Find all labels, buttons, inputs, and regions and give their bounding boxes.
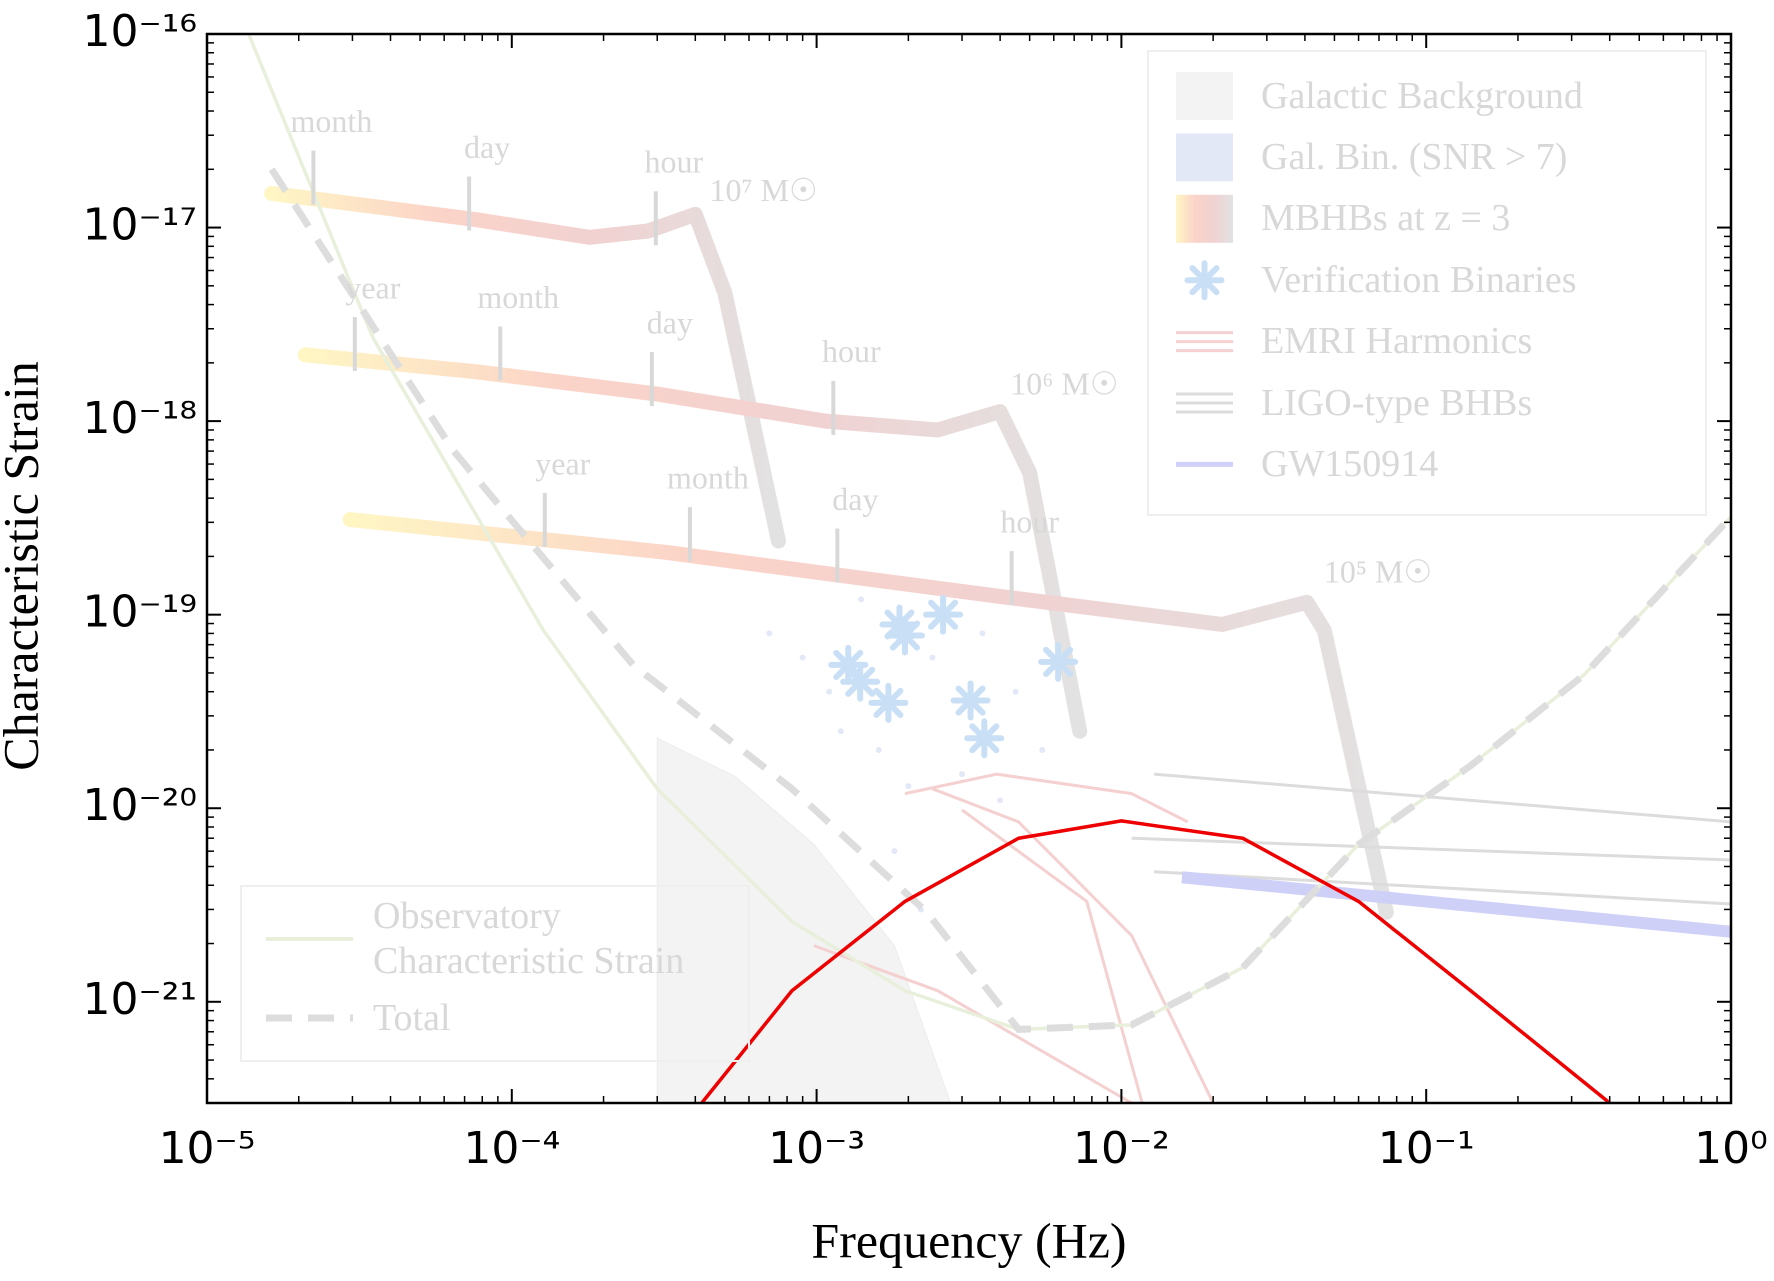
line (904, 772, 1189, 824)
annotation: day (464, 129, 510, 165)
annotation: month (477, 279, 559, 315)
axes-frame (205, 32, 1733, 1105)
cloud-point (929, 654, 936, 661)
annotation: hour (1000, 504, 1059, 540)
x-tick-label: 10⁻⁵ (159, 1123, 256, 1174)
annotation: year (345, 269, 400, 305)
legend-entry: GW150914 (1261, 442, 1439, 485)
legend-label: Galactic Background (1261, 74, 1583, 117)
x-tick-label: 10⁻¹ (1378, 1123, 1475, 1174)
legend-label: Total (373, 996, 451, 1039)
track (297, 347, 1088, 739)
cloud-point (979, 630, 986, 637)
legend-entry: Observatory Characteristic Strain (373, 895, 685, 982)
y-tick-label: 10⁻¹⁹ (83, 587, 198, 638)
line (1131, 836, 1731, 862)
line (931, 787, 1215, 1103)
line (961, 808, 1144, 1103)
track (264, 185, 787, 549)
cloud-point (1039, 746, 1046, 753)
marker (964, 718, 1005, 759)
x-tick-label: 10⁰ (1694, 1123, 1768, 1174)
legend-swatch (1176, 72, 1233, 120)
y-tick-label: 10⁻²⁰ (83, 780, 198, 831)
y-tick-label: 10⁻¹⁸ (83, 393, 198, 444)
annotation: month (667, 459, 749, 495)
annotation: year (535, 445, 590, 481)
legend-label: LIGO-type BHBs (1261, 381, 1533, 424)
cloud-point (799, 654, 806, 661)
legend-entry: Total (373, 996, 451, 1039)
cloud-point (826, 688, 833, 695)
marker (950, 680, 991, 721)
legend-label: GW150914 (1261, 442, 1439, 485)
annotation: 10⁵ M☉ (1324, 554, 1432, 590)
legend-entry: MBHBs at z = 3 (1261, 197, 1511, 240)
legend-entry: EMRI Harmonics (1261, 320, 1533, 363)
x-axis-label: Frequency (Hz) (811, 1212, 1126, 1268)
legend-swatch (1176, 133, 1233, 182)
cloud-point (959, 771, 966, 778)
legend-label: EMRI Harmonics (1261, 320, 1533, 363)
annotation: month (291, 103, 373, 139)
marker (840, 661, 881, 702)
legend-entry: Gal. Bin. (SNR > 7) (1261, 135, 1568, 178)
marker (885, 615, 926, 656)
y-axis-label: Characteristic Strain (0, 361, 48, 771)
area (656, 737, 952, 1103)
cloud-point (891, 848, 898, 855)
legend-entry: Verification Binaries (1261, 258, 1577, 301)
annotation: 10⁶ M☉ (1010, 365, 1118, 401)
marker (828, 644, 869, 685)
line (268, 167, 1731, 1033)
x-tick-label: 10⁻⁴ (463, 1123, 560, 1174)
y-tick-label: 10⁻¹⁷ (83, 200, 198, 251)
legend-box (1147, 50, 1707, 516)
line (1153, 772, 1731, 824)
line (1153, 870, 1731, 906)
legend-label: Gal. Bin. (SNR > 7) (1261, 135, 1568, 178)
cloud-point (1012, 688, 1019, 695)
annotation: 10⁷ M☉ (709, 172, 817, 208)
y-tick-label: 10⁻²¹ (83, 974, 198, 1025)
cloud-point (997, 797, 1004, 804)
marker (1038, 641, 1079, 682)
marker (868, 682, 909, 723)
cloud-point (905, 783, 912, 790)
annotation: hour (644, 144, 703, 180)
legend-label: MBHBs at z = 3 (1261, 197, 1511, 240)
marker (923, 594, 964, 635)
marker (879, 604, 920, 645)
cloud-point (837, 728, 844, 735)
y-tick-label: 10⁻¹⁶ (83, 6, 198, 57)
legend-box (240, 885, 750, 1062)
legend-entry: Galactic Background (1261, 74, 1583, 117)
legend-entry: LIGO-type BHBs (1261, 381, 1533, 424)
annotation: hour (822, 333, 881, 369)
line (700, 819, 1611, 1103)
x-tick-label: 10⁻² (1073, 1123, 1170, 1174)
x-tick-label: 10⁻³ (768, 1123, 865, 1174)
legend-label: Observatory Characteristic Strain (373, 895, 685, 982)
legend-label: Verification Binaries (1261, 258, 1577, 301)
line (1181, 871, 1731, 938)
annotation: day (647, 304, 693, 340)
legend-swatch (1184, 260, 1225, 301)
legend-swatch (1176, 194, 1233, 243)
cloud-point (875, 746, 882, 753)
cloud-point (858, 596, 865, 603)
track (342, 512, 1394, 920)
annotation: day (832, 481, 878, 517)
cloud-point (766, 630, 773, 637)
